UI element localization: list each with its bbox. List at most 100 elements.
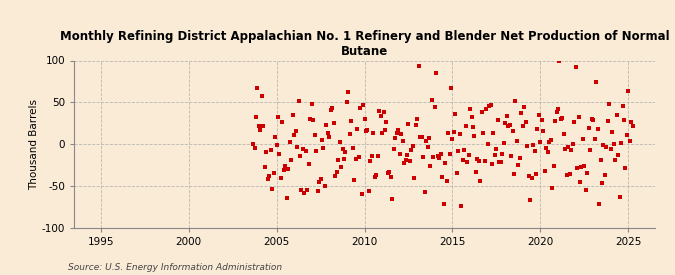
Point (434, 155, 445, 160)
Point (493, 118, 504, 122)
Point (610, 158, 620, 162)
Point (570, 64, 581, 69)
Point (564, 172, 575, 177)
Point (497, 151, 508, 156)
Point (335, 165, 346, 170)
Point (491, 146, 502, 151)
Point (308, 118, 319, 122)
Point (365, 159, 376, 163)
Point (469, 134, 480, 138)
Point (354, 105, 365, 110)
Point (280, 164, 291, 169)
Point (259, 165, 270, 169)
Point (494, 160, 505, 164)
Point (388, 147, 399, 151)
Point (620, 166, 631, 170)
Point (537, 118, 547, 123)
Point (562, 173, 572, 177)
Point (579, 164, 590, 169)
Point (283, 167, 294, 171)
Point (427, 98, 437, 102)
Point (456, 204, 466, 208)
Point (524, 198, 535, 202)
Point (346, 119, 356, 123)
Point (539, 169, 550, 174)
Point (443, 131, 454, 136)
Point (319, 184, 330, 188)
Point (362, 128, 373, 133)
Point (305, 117, 316, 122)
Point (293, 99, 304, 103)
Point (409, 175, 420, 180)
Point (290, 129, 301, 133)
Point (318, 146, 329, 150)
Point (416, 135, 427, 139)
Point (459, 148, 470, 152)
Point (431, 70, 441, 75)
Point (342, 100, 352, 104)
Point (261, 150, 271, 154)
Point (252, 86, 263, 90)
Point (343, 90, 354, 94)
Point (623, 89, 634, 93)
Point (605, 147, 616, 151)
Point (532, 126, 543, 131)
Point (331, 170, 342, 174)
Point (504, 123, 515, 127)
Point (518, 124, 529, 128)
Point (255, 127, 266, 132)
Point (523, 174, 534, 178)
Point (588, 118, 599, 122)
Point (273, 114, 284, 119)
Point (482, 142, 493, 146)
Point (323, 131, 333, 135)
Point (350, 157, 361, 162)
Point (595, 158, 606, 163)
Point (419, 190, 430, 194)
Point (509, 172, 520, 176)
Point (470, 170, 481, 174)
Point (574, 180, 585, 185)
Point (359, 117, 370, 121)
Point (315, 177, 326, 181)
Point (425, 164, 436, 168)
Point (324, 134, 335, 139)
Point (514, 156, 525, 160)
Point (538, 129, 549, 133)
Point (551, 110, 562, 114)
Point (306, 101, 317, 106)
Point (598, 142, 609, 147)
Point (300, 149, 311, 153)
Point (604, 101, 615, 106)
Point (310, 149, 321, 154)
Point (464, 106, 475, 111)
Point (371, 173, 381, 177)
Point (292, 145, 302, 149)
Point (587, 117, 597, 121)
Point (337, 147, 348, 151)
Point (437, 174, 448, 179)
Point (325, 108, 336, 112)
Point (334, 140, 345, 144)
Point (422, 145, 433, 149)
Point (281, 196, 292, 200)
Point (267, 187, 277, 191)
Point (286, 158, 296, 162)
Point (495, 160, 506, 164)
Point (478, 131, 489, 136)
Point (463, 153, 474, 157)
Point (263, 177, 273, 181)
Point (384, 170, 395, 175)
Point (317, 138, 327, 142)
Point (593, 202, 604, 206)
Point (453, 148, 464, 153)
Point (367, 154, 377, 158)
Point (500, 120, 510, 125)
Point (484, 103, 495, 108)
Point (309, 133, 320, 138)
Point (254, 124, 265, 129)
Point (385, 175, 396, 179)
Point (563, 145, 574, 149)
Point (356, 192, 367, 196)
Point (340, 150, 351, 154)
